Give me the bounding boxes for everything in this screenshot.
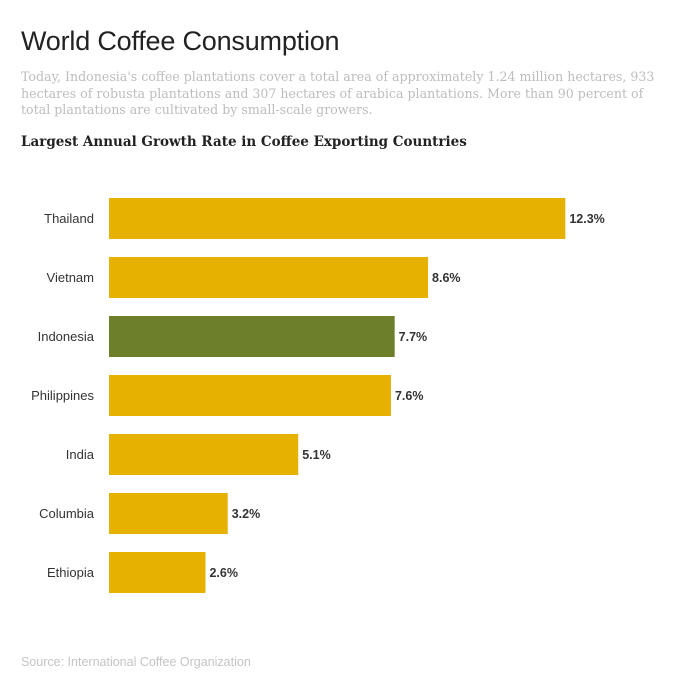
bar-indonesia	[109, 316, 395, 357]
value-label-vietnam: 8.6%	[432, 271, 461, 285]
category-label-columbia: Columbia	[39, 506, 95, 521]
value-label-philippines: 7.6%	[395, 389, 424, 403]
bar-columbia	[109, 493, 228, 534]
source-note: Source: International Coffee Organizatio…	[21, 655, 251, 669]
value-label-columbia: 3.2%	[232, 507, 261, 521]
category-label-vietnam: Vietnam	[47, 270, 94, 285]
bar-thailand	[109, 198, 566, 239]
chart-description: Today, Indonesia's coffee plantations co…	[21, 69, 655, 117]
value-label-indonesia: 7.7%	[399, 330, 428, 344]
bar-philippines	[109, 375, 391, 416]
page-title: World Coffee Consumption	[21, 26, 340, 56]
value-label-india: 5.1%	[302, 448, 331, 462]
category-label-ethiopia: Ethiopia	[47, 565, 95, 580]
category-label-philippines: Philippines	[31, 388, 94, 403]
bar-chart: Thailand 12.3% Vietnam 8.6% Indonesia 7.7% Phi…	[31, 198, 605, 593]
category-label-indonesia: Indonesia	[38, 329, 95, 344]
bar-vietnam	[109, 257, 429, 298]
value-label-thailand: 12.3%	[569, 212, 604, 226]
chart-title: Largest Annual Growth Rate in Coffee Exp…	[21, 134, 467, 150]
bar-ethiopia	[109, 552, 206, 593]
value-label-ethiopia: 2.6%	[209, 566, 238, 580]
category-label-india: India	[66, 447, 95, 462]
bar-india	[109, 434, 299, 475]
category-label-thailand: Thailand	[44, 211, 94, 226]
